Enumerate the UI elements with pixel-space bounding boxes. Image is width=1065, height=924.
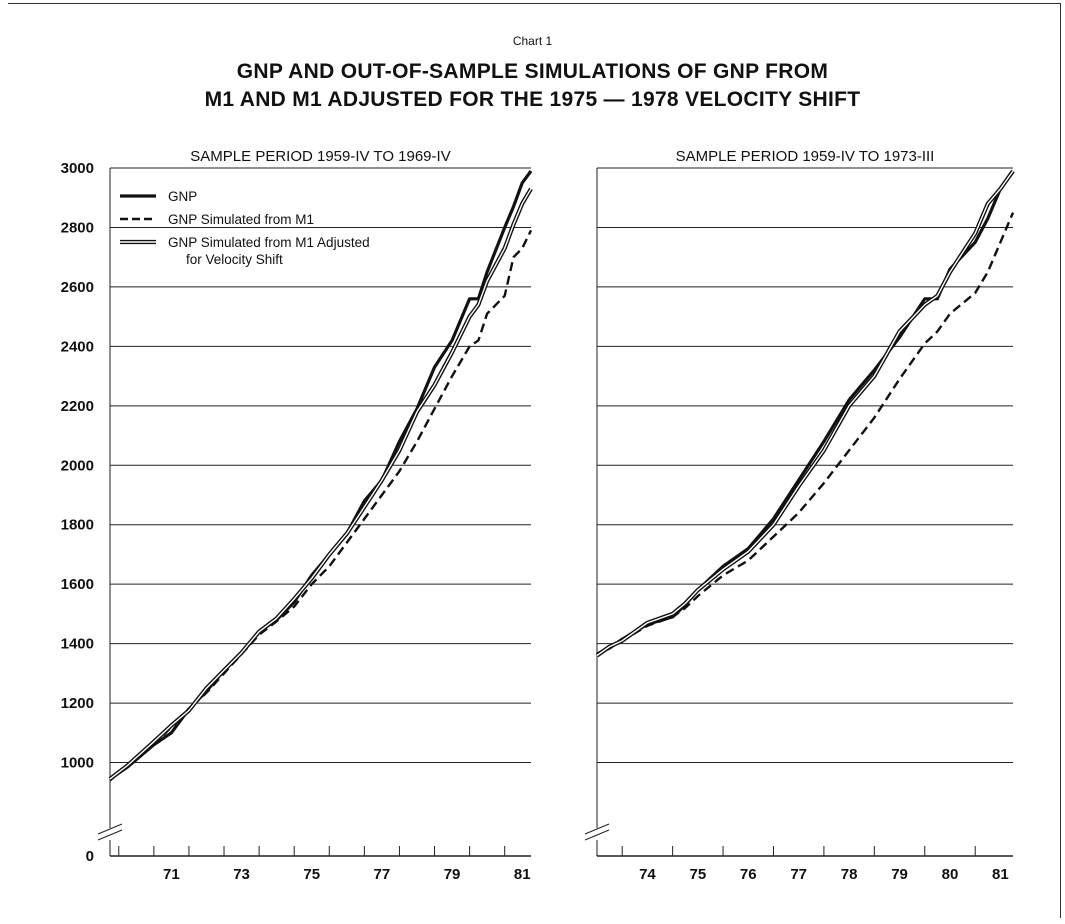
y-tick-label: 1800 xyxy=(61,517,94,534)
series-line-m1 xyxy=(109,229,533,782)
y-tick-label: 3000 xyxy=(61,160,94,177)
panel-2-title: SAMPLE PERIOD 1959-IV TO 1973-III xyxy=(676,148,935,165)
x-tick-label: 81 xyxy=(992,866,1009,883)
x-tick-label: 75 xyxy=(303,866,320,883)
x-tick-label: 79 xyxy=(891,866,908,883)
y-tick-label: 2800 xyxy=(61,219,94,236)
legend-label: GNP Simulated from M1 Adjusted xyxy=(168,235,370,250)
panel-2-axis-break xyxy=(584,829,610,841)
figure-frame xyxy=(8,3,1061,918)
legend-label: GNP Simulated from M1 xyxy=(168,212,314,227)
chart-title-line-1: GNP AND OUT-OF-SAMPLE SIMULATIONS OF GNP… xyxy=(236,60,829,83)
series-line-m1-adjusted-inner xyxy=(109,188,532,780)
y-tick-label: 2000 xyxy=(61,457,94,474)
y-tick-label: 1200 xyxy=(61,695,94,712)
x-tick-label: 80 xyxy=(942,866,959,883)
x-tick-label: 73 xyxy=(233,866,250,883)
x-tick-label: 79 xyxy=(444,866,461,883)
x-tick-label: 77 xyxy=(790,866,807,883)
y-tick-label: 2200 xyxy=(61,398,94,415)
series-line-gnp xyxy=(109,170,533,781)
y-tick-label: 1600 xyxy=(61,576,94,593)
chart-number: Chart 1 xyxy=(512,34,553,48)
x-tick-label: 77 xyxy=(374,866,391,883)
y-tick-label: 1400 xyxy=(61,636,94,653)
series-line-gnp xyxy=(596,170,1015,656)
x-tick-label: 81 xyxy=(514,866,531,883)
legend-label-cont: for Velocity Shift xyxy=(186,252,283,267)
panel-1-axis-break xyxy=(97,829,123,841)
y-tick-label: 1000 xyxy=(61,755,94,772)
x-tick-label: 71 xyxy=(163,866,180,883)
panel-2-axis-break xyxy=(584,823,610,835)
series-line-m1 xyxy=(596,212,1015,657)
chart-title-line-2: M1 AND M1 ADJUSTED FOR THE 1975 — 1978 V… xyxy=(204,88,861,111)
x-tick-label: 74 xyxy=(639,866,656,883)
legend-label: GNP xyxy=(168,189,197,204)
y-tick-label: 2600 xyxy=(61,279,94,296)
series-line-m1-adjusted xyxy=(108,187,533,781)
x-tick-label: 75 xyxy=(690,866,707,883)
panel-1-axis-break xyxy=(97,823,123,835)
y-tick-label: 0 xyxy=(86,848,94,865)
x-tick-label: 78 xyxy=(841,866,858,883)
series-line-m1-adjusted-inner xyxy=(596,170,1014,657)
x-tick-label: 76 xyxy=(740,866,757,883)
y-tick-label: 2400 xyxy=(61,338,94,355)
panel-1-title: SAMPLE PERIOD 1959-IV TO 1969-IV xyxy=(190,148,450,165)
series-line-m1-adjusted xyxy=(595,169,1015,658)
